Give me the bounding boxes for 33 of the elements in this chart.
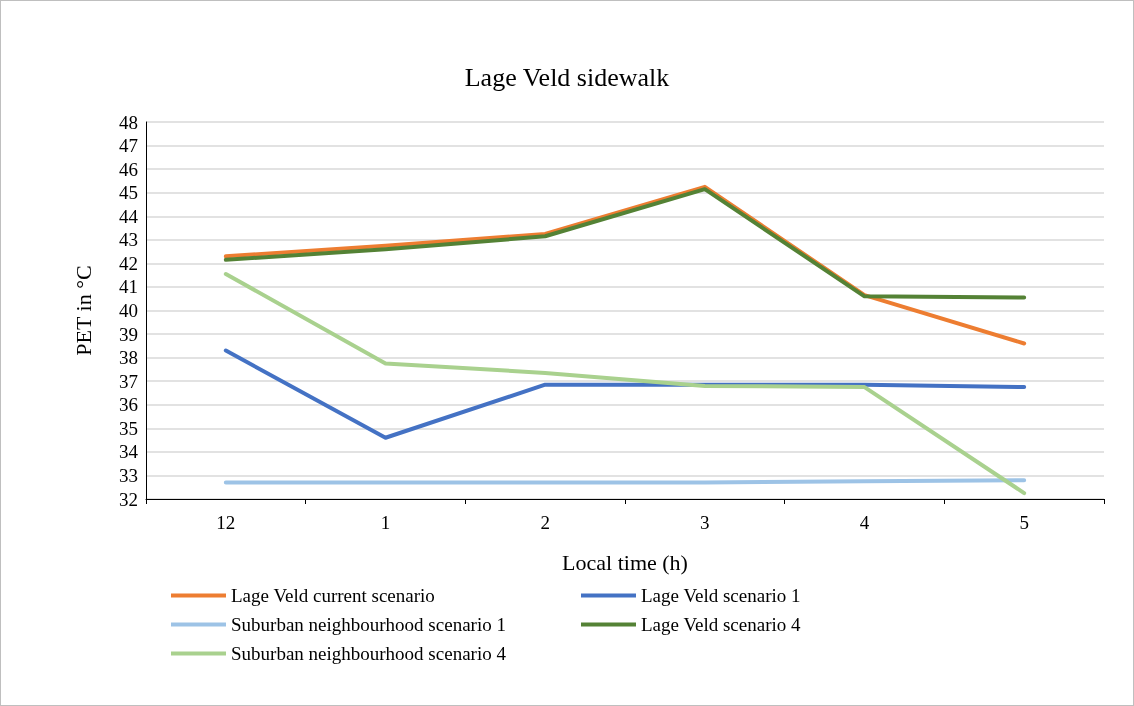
line-series [223,187,1027,300]
x-tick-label: 4 [859,512,870,533]
y-tick-label: 38 [119,347,138,369]
y-tick-label: 32 [119,488,138,510]
y-tick-label: 46 [119,158,138,180]
y-tick-label: 35 [119,417,138,439]
legend-label: Suburban neighbourhood scenario 4 [231,643,507,664]
x-tick-label: 1 [380,512,391,533]
x-tick-label: 3 [700,512,710,533]
y-tick-label: 48 [119,111,138,133]
legend-label: Lage Veld current scenario [231,585,435,606]
y-tick-label: 42 [119,252,138,274]
chart-title: Lage Veld sidewalk [464,62,670,92]
y-tick-label: 47 [119,135,138,157]
y-tick-label: 34 [119,441,139,463]
x-tick-label: 12 [216,512,236,533]
y-axis-title: PET in °C [70,265,96,356]
legend-label: Suburban neighbourhood scenario 1 [231,614,506,635]
legend-label: Lage Veld scenario 4 [641,614,802,635]
x-tick-label: 5 [1019,512,1029,533]
x-axis-title: Local time (h) [562,549,688,575]
y-tick-label: 39 [119,323,138,345]
y-tick-label: 44 [119,205,139,227]
y-tick-label: 43 [119,229,138,251]
y-tick-label: 41 [119,276,138,298]
y-tick-label: 36 [119,394,138,416]
x-tick-label: 2 [540,512,550,533]
y-tick-label: 37 [119,370,138,392]
line-series [223,271,1027,496]
y-tick-label: 40 [119,300,138,321]
legend-label: Lage Veld scenario 1 [641,585,801,606]
y-tick-label: 33 [119,464,138,486]
y-tick-label: 45 [119,182,138,204]
